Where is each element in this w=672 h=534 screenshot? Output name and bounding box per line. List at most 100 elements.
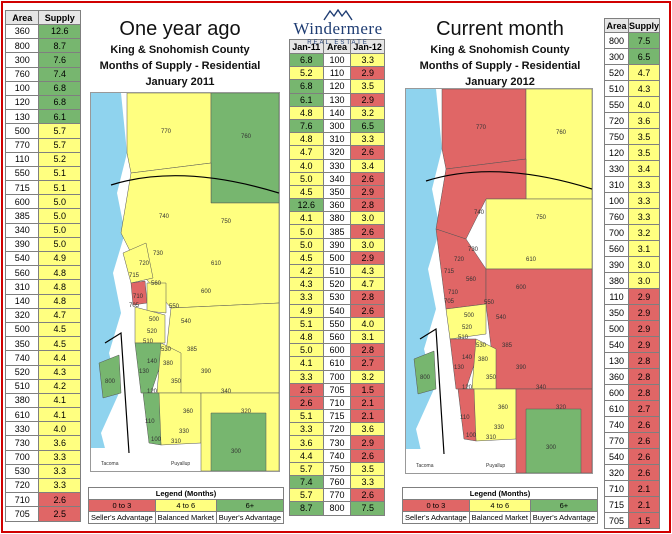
map-label: 520: [462, 325, 473, 331]
column-header: Area: [604, 18, 629, 33]
supply-cell: 3.6: [627, 112, 661, 129]
area-cell: 730: [322, 435, 352, 450]
map-label: 530: [476, 343, 487, 349]
area-cell: 310: [604, 176, 629, 193]
table-row: 770 5.7: [4, 137, 81, 153]
area-cell: 610: [322, 356, 352, 371]
table-row: 310 3.3: [604, 176, 661, 193]
area-cell: 300: [604, 48, 629, 65]
table-row: 700 3.3: [4, 449, 81, 465]
right-panel-date: January 2012: [465, 76, 535, 88]
area-cell: 350: [322, 184, 352, 200]
supply-cell: 4.9: [38, 250, 81, 267]
jan12-cell: 3.4: [350, 158, 385, 173]
area-cell: 110: [322, 66, 352, 81]
area-cell: 360: [4, 23, 40, 40]
table-row: 5.0 340 2.6: [289, 171, 385, 186]
area-cell: 110: [604, 288, 629, 305]
supply-cell: 4.7: [38, 307, 81, 323]
right-panel-title: Current month: [436, 18, 564, 40]
jan12-cell: 4.7: [350, 277, 385, 292]
supply-cell: 5.1: [38, 180, 81, 196]
supply-cell: 3.5: [627, 144, 661, 161]
jan11-cell: 3.3: [289, 369, 324, 384]
map-label: Puyallup: [486, 463, 505, 469]
area-cell: 310: [4, 279, 40, 295]
map-label: 600: [516, 285, 527, 291]
area-cell: 380: [322, 211, 352, 226]
area-cell: 720: [604, 112, 629, 129]
map-label: 730: [468, 247, 479, 253]
table-row: 4.1 610 2.7: [289, 356, 385, 371]
map-label: 550: [169, 304, 180, 310]
jan11-cell: 7.6: [289, 118, 324, 134]
area-cell: 100: [604, 192, 629, 209]
map-label: 550: [484, 300, 495, 306]
jan11-cell: 3.3: [289, 290, 324, 305]
supply-cell: 5.0: [38, 236, 81, 253]
area-cell: 550: [322, 316, 352, 331]
logo-subtitle: REAL ESTATE: [307, 40, 369, 46]
jan12-cell: 2.6: [350, 488, 385, 503]
jan12-cell: 3.6: [350, 422, 385, 437]
table-row: 390 3.0: [604, 256, 661, 273]
table-row: 2.5 705 1.5: [289, 382, 385, 397]
supply-cell: 2.8: [627, 368, 661, 385]
jan11-cell: 5.2: [289, 66, 324, 81]
supply-cell: 12.6: [38, 23, 81, 40]
map-label: 385: [502, 343, 513, 349]
supply-cell: 7.5: [627, 32, 661, 49]
table-row: 705 2.5: [4, 506, 81, 522]
comparison-table: Jan-11 Area Jan-12 6.8 100 3.3 5.2 110 2.9 6.8…: [289, 39, 385, 516]
supply-cell: 4.1: [38, 407, 81, 423]
area-cell: 320: [322, 145, 352, 160]
area-cell: 120: [4, 94, 40, 111]
supply-cell: 4.1: [38, 392, 81, 409]
area-cell: 600: [604, 384, 629, 401]
table-row: 760 7.4: [4, 66, 81, 82]
map-label: Tacoma: [101, 461, 119, 467]
supply-cell: 2.8: [627, 352, 661, 369]
left-panel-metric: Months of Supply - Residential: [99, 60, 261, 72]
legend-range-red: 0 to 3: [88, 499, 156, 512]
table-row: 5.0 390 3.0: [289, 237, 385, 252]
table-row: 7.6 300 6.5: [289, 118, 385, 134]
map-label: 330: [179, 429, 190, 435]
right-panel-region: King & Snohomish County: [430, 44, 570, 56]
jan12-cell: 4.0: [350, 316, 385, 331]
table-row: 550 5.1: [4, 165, 81, 182]
supply-cell: 2.9: [627, 288, 661, 305]
logo-brand: Windermere: [293, 19, 383, 38]
table-row: 4.3 520 4.7: [289, 277, 385, 292]
legend-label: Balanced Market: [468, 511, 531, 524]
area-cell: 360: [322, 198, 352, 213]
map-label: 760: [556, 130, 567, 136]
table-row: 500 2.9: [604, 320, 661, 337]
jan12-cell: 2.1: [350, 409, 385, 424]
map-label: 500: [149, 317, 160, 323]
map-label: 100: [151, 437, 162, 443]
map-label: 140: [462, 355, 473, 361]
legend-header: Legend (Months): [402, 487, 598, 500]
area-cell: 300: [322, 118, 352, 134]
map-label: Puyallup: [171, 461, 190, 467]
table-row: 540 4.9: [4, 250, 81, 267]
table-row: 720 3.3: [4, 477, 81, 494]
map-label: 750: [221, 219, 232, 225]
table-row: 4.8 560 3.1: [289, 329, 385, 345]
supply-cell: 3.5: [627, 128, 661, 145]
table-row: 740 4.4: [4, 350, 81, 366]
area-cell: 800: [322, 501, 352, 516]
area-cell: 715: [4, 180, 40, 196]
supply-cell: 2.1: [627, 480, 661, 497]
map-label: 385: [187, 347, 198, 353]
map-label: 120: [147, 389, 158, 395]
supply-cell: 4.8: [38, 265, 81, 281]
area-cell: 540: [604, 336, 629, 353]
legend-label: Seller's Advantage: [402, 511, 470, 524]
supply-cell: 6.1: [38, 109, 81, 125]
table-row: 600 5.0: [4, 194, 81, 210]
map-label: 540: [496, 315, 507, 321]
map-label: 560: [466, 277, 477, 283]
right-supply-table: Area Supply 800 7.5 300 6.5 520 4.7 510 4.3 550 4…: [604, 18, 661, 529]
